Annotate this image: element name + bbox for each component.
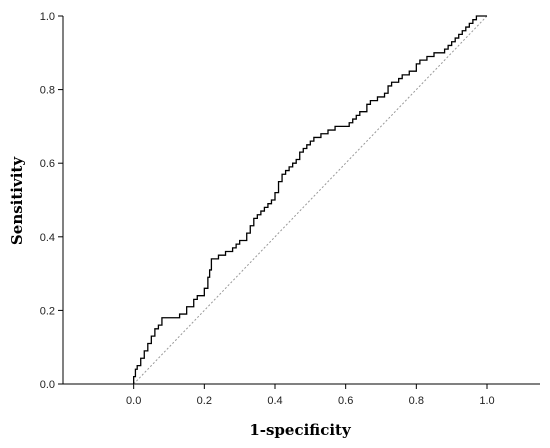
reference-diagonal-line [133, 15, 488, 385]
x-tick-label: 0.2 [197, 395, 212, 407]
y-tick-label: 0.8 [40, 85, 55, 97]
y-axis: 0.0 0.2 0.4 0.6 0.8 1.0 [40, 11, 64, 391]
y-tick-label: 1.0 [40, 11, 55, 23]
x-tick-label: 0.6 [338, 395, 353, 407]
x-tick-label: 1.0 [479, 395, 494, 407]
y-tick-label: 0.2 [40, 305, 55, 317]
x-tick-label: 0.4 [267, 395, 282, 407]
y-tick-label: 0.6 [40, 158, 55, 170]
x-tick-label: 0.8 [409, 395, 424, 407]
x-tick-label: 0.0 [126, 395, 141, 407]
x-axis-title: 1-specificity [249, 421, 352, 439]
roc-curve-line [133, 15, 487, 384]
x-axis: 0.0 0.2 0.4 0.6 0.8 1.0 [63, 383, 540, 407]
y-tick-label: 0.0 [40, 379, 55, 391]
y-tick-label: 0.4 [40, 232, 55, 244]
y-axis-title: Sensitivity [8, 156, 26, 245]
y-tick-group: 0.0 0.2 0.4 0.6 0.8 1.0 [40, 11, 63, 391]
x-tick-group: 0.0 0.2 0.4 0.6 0.8 1.0 [126, 384, 495, 407]
